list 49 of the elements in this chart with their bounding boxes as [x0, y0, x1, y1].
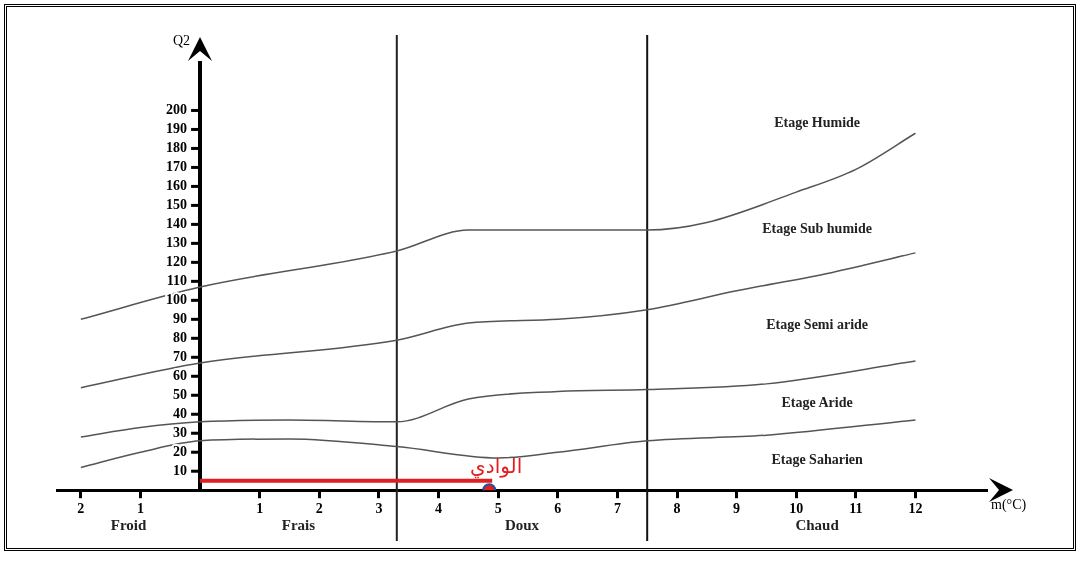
y-tick-label: 80 — [173, 329, 188, 345]
y-tick-label: 130 — [166, 234, 188, 250]
y-tick-label: 90 — [173, 310, 188, 326]
x-tick-label: 10 — [789, 501, 804, 517]
y-tick-label: 30 — [173, 424, 188, 440]
y-tick-label: 140 — [166, 216, 188, 231]
x-tick-label: 1 — [256, 501, 264, 517]
series-label: الوادي — [470, 453, 523, 479]
y-tick-label: 40 — [173, 405, 188, 421]
x-tick-label: 3 — [375, 501, 383, 517]
x-tick-label: 7 — [613, 501, 621, 517]
y-tick-label: 60 — [173, 367, 188, 383]
annotation: Etage Saharien — [771, 451, 863, 467]
y-tick-label: 200 — [166, 102, 188, 118]
annotation: Etage Aride — [781, 394, 853, 410]
y-axis-title: Q2 — [172, 32, 191, 48]
x-tick-label: 12 — [908, 501, 923, 517]
line-series — [80, 360, 917, 438]
text: Chaud — [795, 517, 840, 534]
annotation: Etage Humide — [774, 115, 861, 131]
annotation: Etage Semi aride — [766, 317, 869, 333]
y-tick-label: 70 — [173, 348, 188, 364]
y-tick-label: 50 — [173, 386, 188, 402]
annotation: Etage Sub humide — [762, 221, 872, 237]
y-tick-label: 190 — [166, 121, 188, 137]
x-axis-title: m(°C) — [991, 496, 1027, 513]
y-tick-label: 180 — [166, 140, 188, 156]
x-tick-label: 8 — [673, 501, 681, 517]
x-tick-label: 6 — [554, 501, 562, 517]
text: Froid — [110, 517, 147, 534]
y-tick-label: 10 — [173, 462, 188, 478]
x-tick-label: 2 — [315, 501, 323, 517]
line-series — [80, 252, 917, 389]
x-tick-label: 11 — [849, 501, 863, 517]
y-tick-label: 100 — [166, 291, 188, 307]
x-tick-label: 5 — [494, 501, 502, 517]
y-tick-label: 160 — [166, 178, 188, 194]
y-tick-label: 20 — [173, 443, 188, 459]
y-tick-label: 120 — [166, 253, 188, 269]
x-tick-label: 4 — [435, 501, 443, 517]
y-tick-label: 110 — [166, 272, 188, 288]
text: Doux — [504, 517, 540, 534]
y-tick-label: 150 — [166, 197, 188, 213]
y-tick-label: 170 — [166, 159, 188, 175]
x-tick-label: 9 — [733, 501, 741, 517]
x-tick-label: 2 — [77, 501, 85, 517]
line-series — [80, 132, 917, 321]
x-tick-label: 1 — [136, 501, 144, 517]
text: Frais — [281, 517, 316, 534]
